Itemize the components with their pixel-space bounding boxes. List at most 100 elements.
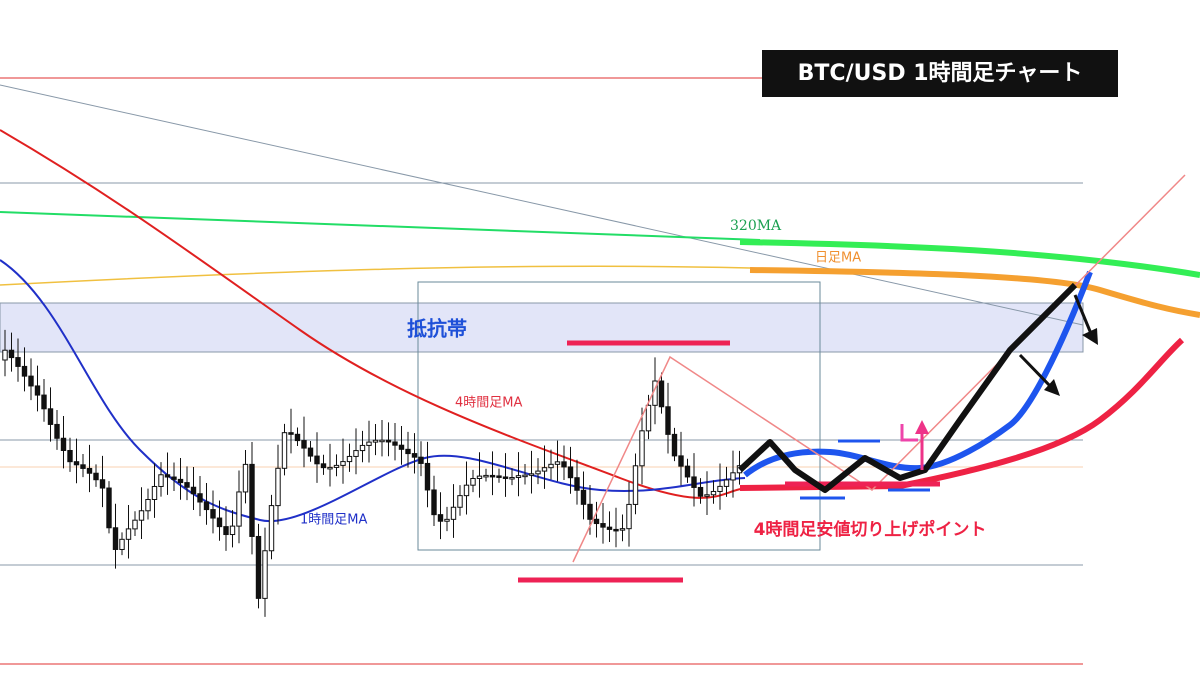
candle-body <box>710 490 717 496</box>
candle-body <box>242 463 249 493</box>
candle-body <box>457 495 463 508</box>
candle-body <box>80 464 86 469</box>
candle-body <box>580 489 587 505</box>
ma-320-projection <box>739 239 1200 278</box>
label-daily-ma: 日足MA <box>815 251 861 266</box>
candle-body <box>171 476 177 480</box>
candle-body <box>684 465 691 478</box>
candle-body <box>704 494 710 497</box>
ma-4h-projection <box>739 337 1185 491</box>
candle-body <box>463 484 470 497</box>
pattern-line <box>572 174 1186 563</box>
candle-body <box>2 349 8 361</box>
arrow <box>1073 294 1094 337</box>
daily-ma <box>0 265 751 286</box>
candle-body <box>730 472 736 481</box>
candle-body <box>561 461 567 468</box>
price-projection <box>737 282 1078 493</box>
candle-body <box>119 538 125 550</box>
candle-body <box>385 439 392 443</box>
candle-body <box>437 514 444 522</box>
candle-body <box>41 394 47 410</box>
candle-body <box>54 423 60 439</box>
candle-body <box>15 357 21 367</box>
label-higher-low: 4時間足安値切り上げポイント <box>754 519 987 540</box>
candle-body <box>587 503 593 520</box>
candle-body <box>307 447 314 457</box>
candle-body <box>528 473 535 476</box>
candle-body <box>483 474 489 478</box>
candle-body <box>340 461 346 466</box>
candle-body <box>34 385 41 396</box>
label-320ma: 320MA <box>730 218 782 234</box>
candle-body <box>223 526 229 536</box>
candle-body <box>502 476 509 479</box>
ma-4h <box>0 129 751 499</box>
candle-body <box>600 523 606 528</box>
candle-body <box>138 510 145 521</box>
candle-body <box>574 477 580 491</box>
label-ma-4h: 4時間足MA <box>455 396 522 411</box>
candle-body <box>606 526 613 530</box>
arrow <box>1018 353 1054 390</box>
candle-body <box>320 463 327 469</box>
ma-1h <box>0 259 746 523</box>
candle-body <box>275 467 281 507</box>
candle-body <box>327 466 333 470</box>
candle-body <box>496 475 502 478</box>
candle-body <box>210 509 216 519</box>
ma-1h-projection <box>743 270 1093 478</box>
candle-body <box>184 482 190 488</box>
candle-body <box>632 465 639 505</box>
arrow-head <box>1044 379 1060 396</box>
candle-body <box>145 498 151 512</box>
resistance-band <box>0 302 1084 353</box>
candle-body <box>515 475 522 478</box>
candle-body <box>366 441 372 446</box>
candle-body <box>93 472 99 481</box>
candle-body <box>639 430 645 467</box>
candle-body <box>21 365 28 377</box>
candle-body <box>262 550 268 599</box>
candle-body <box>418 456 424 464</box>
candle-body <box>424 462 431 491</box>
candle-body <box>535 470 541 475</box>
candle-body <box>333 464 340 468</box>
candles <box>2 329 743 617</box>
candle-body <box>398 444 405 450</box>
candle-body <box>665 406 671 435</box>
candle-body <box>60 437 67 451</box>
ma-320 <box>0 211 761 241</box>
candle-body <box>450 506 457 520</box>
candle-body <box>522 474 528 478</box>
candle-body <box>67 449 73 463</box>
candle-body <box>177 478 184 484</box>
candle-body <box>470 478 476 486</box>
candle-body <box>678 455 684 467</box>
candle-body <box>249 463 255 537</box>
candle-body <box>125 528 132 540</box>
candle-body <box>444 518 450 522</box>
candle-body <box>392 441 398 446</box>
candle-body <box>158 474 164 487</box>
candle-body <box>431 489 437 516</box>
candle-body <box>697 486 704 497</box>
candle-body <box>626 503 632 530</box>
candle-body <box>288 432 294 435</box>
candle-body <box>151 485 158 500</box>
arrow-head <box>1082 328 1098 345</box>
candle-body <box>567 466 574 479</box>
candle-body <box>411 453 418 458</box>
candle-body <box>723 479 730 487</box>
candle-body <box>658 380 665 408</box>
candle-body <box>717 485 723 492</box>
candle-body <box>353 450 359 457</box>
candle-body <box>359 444 366 452</box>
candle-body <box>132 519 138 530</box>
candle-body <box>691 476 697 488</box>
candle-body <box>268 505 275 552</box>
candle-body <box>216 517 223 528</box>
candle-body <box>203 501 210 511</box>
candle-body <box>164 474 171 478</box>
candle-body <box>405 448 411 455</box>
